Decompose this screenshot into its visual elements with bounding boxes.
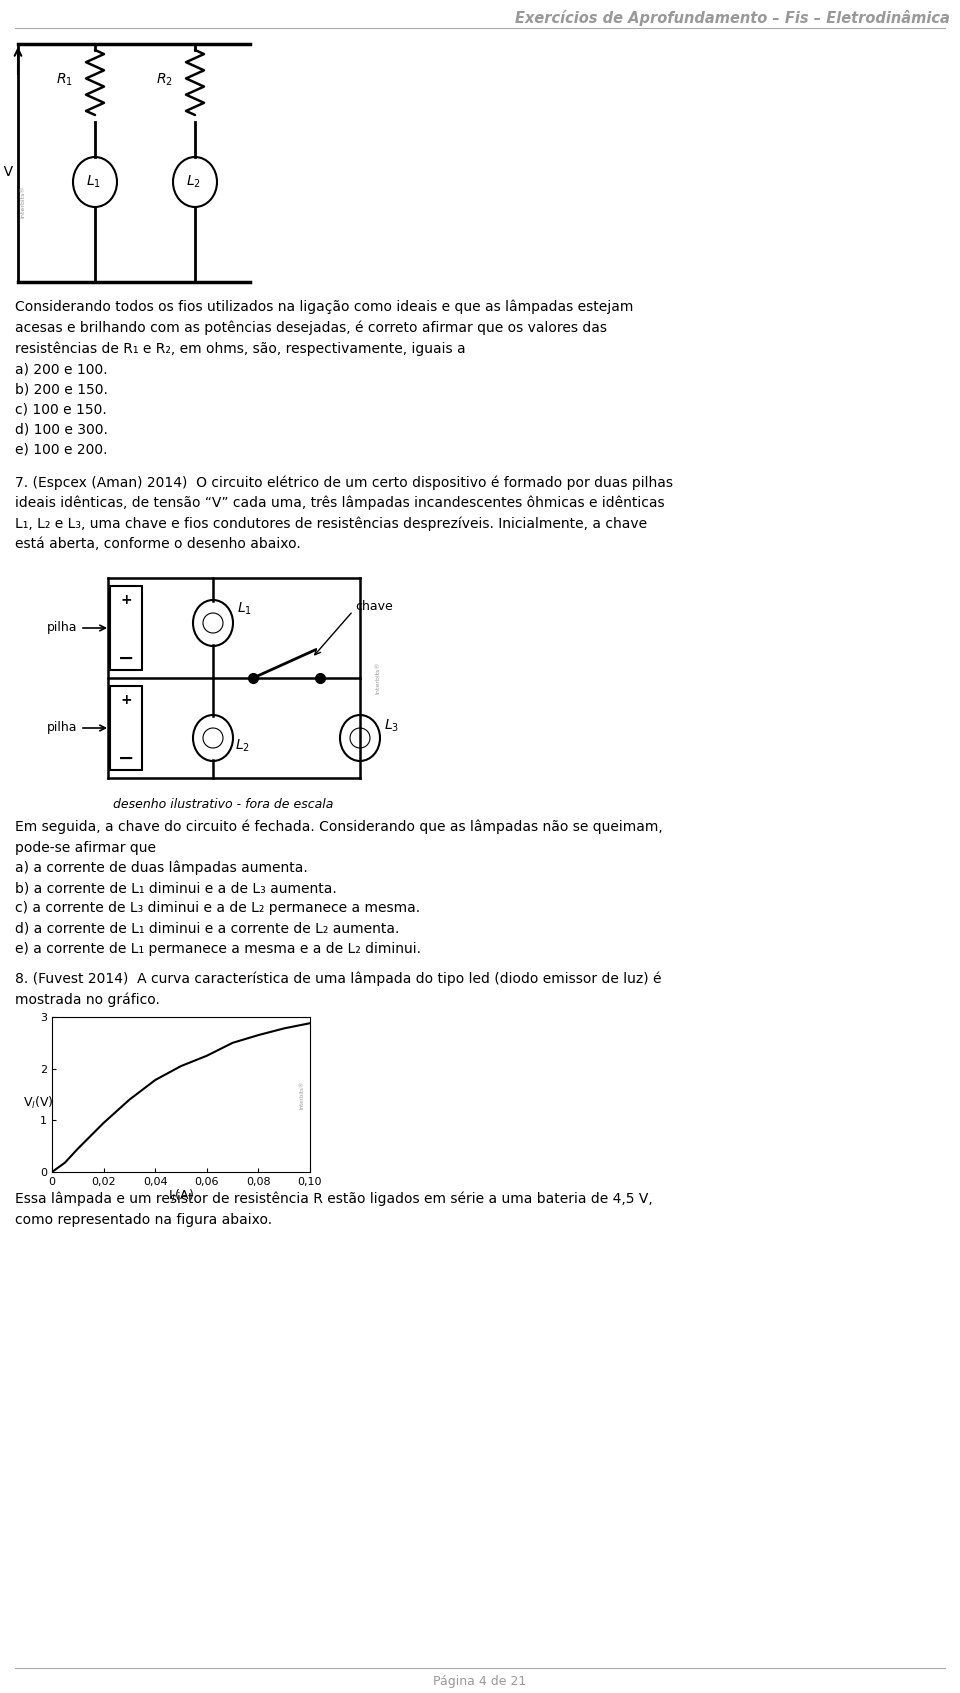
Text: $L_1$: $L_1$ — [237, 601, 252, 618]
Text: Em seguida, a chave do circuito é fechada. Considerando que as lâmpadas não se q: Em seguida, a chave do circuito é fechad… — [15, 819, 662, 955]
Text: Interbits®: Interbits® — [20, 186, 26, 218]
Text: 200 V: 200 V — [0, 164, 13, 179]
Text: +: + — [120, 593, 132, 608]
Text: $R_2$: $R_2$ — [156, 71, 173, 88]
Text: 7. (Espcex (Aman) 2014)  O circuito elétrico de um certo dispositivo é formado p: 7. (Espcex (Aman) 2014) O circuito elétr… — [15, 476, 673, 552]
Text: +: + — [120, 692, 132, 708]
X-axis label: I$_l$(A): I$_l$(A) — [168, 1188, 194, 1204]
Bar — [110, 686, 142, 770]
Bar — [110, 586, 142, 670]
Text: −: − — [118, 648, 134, 667]
Text: Interbits®: Interbits® — [300, 1080, 305, 1109]
Text: 8. (Fuvest 2014)  A curva característica de uma lâmpada do tipo led (diodo emiss: 8. (Fuvest 2014) A curva característica … — [15, 972, 661, 1007]
Y-axis label: V$_l$(V): V$_l$(V) — [23, 1094, 54, 1111]
Text: $L_2$: $L_2$ — [185, 174, 201, 190]
Text: desenho ilustrativo - fora de escala: desenho ilustrativo - fora de escala — [113, 797, 333, 811]
Text: Exercícios de Aprofundamento – Fis – Eletrodinâmica: Exercícios de Aprofundamento – Fis – Ele… — [516, 10, 950, 25]
Text: Considerando todos os fios utilizados na ligação como ideais e que as lâmpadas e: Considerando todos os fios utilizados na… — [15, 300, 634, 457]
Text: pilha: pilha — [46, 621, 77, 635]
Text: pilha: pilha — [46, 721, 77, 735]
Text: $R_1$: $R_1$ — [56, 71, 73, 88]
Text: Interbits®: Interbits® — [375, 662, 380, 694]
Text: chave: chave — [355, 599, 393, 613]
Text: Página 4 de 21: Página 4 de 21 — [433, 1676, 527, 1688]
Text: $L_3$: $L_3$ — [384, 718, 399, 735]
Text: $L_2$: $L_2$ — [235, 738, 250, 753]
Text: −: − — [118, 748, 134, 767]
Text: $L_1$: $L_1$ — [85, 174, 101, 190]
Text: Essa lâmpada e um resistor de resistência R estão ligados em série a uma bateria: Essa lâmpada e um resistor de resistênci… — [15, 1192, 653, 1226]
